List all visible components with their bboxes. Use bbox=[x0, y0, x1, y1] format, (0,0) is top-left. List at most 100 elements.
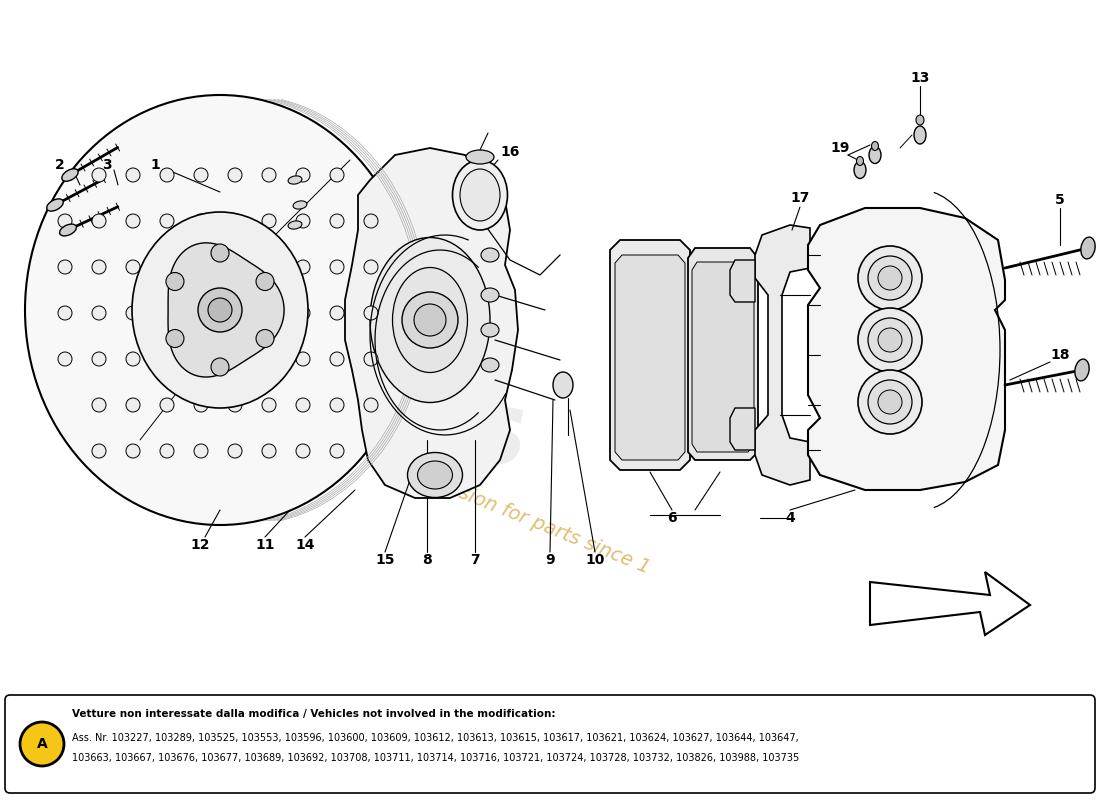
Ellipse shape bbox=[59, 224, 76, 236]
Circle shape bbox=[296, 260, 310, 274]
Circle shape bbox=[330, 260, 344, 274]
Circle shape bbox=[364, 306, 378, 320]
Circle shape bbox=[228, 168, 242, 182]
Text: Vetture non interessate dalla modifica / Vehicles not involved in the modificati: Vetture non interessate dalla modifica /… bbox=[72, 709, 556, 719]
Circle shape bbox=[194, 444, 208, 458]
Ellipse shape bbox=[407, 453, 462, 498]
Ellipse shape bbox=[1075, 359, 1089, 381]
Circle shape bbox=[194, 168, 208, 182]
Text: Ass. Nr. 103227, 103289, 103525, 103553, 103596, 103600, 103609, 103612, 103613,: Ass. Nr. 103227, 103289, 103525, 103553,… bbox=[72, 733, 799, 743]
Ellipse shape bbox=[25, 95, 415, 525]
Circle shape bbox=[211, 358, 229, 376]
Circle shape bbox=[160, 168, 174, 182]
Circle shape bbox=[211, 244, 229, 262]
Ellipse shape bbox=[854, 162, 866, 178]
Ellipse shape bbox=[466, 150, 494, 164]
Circle shape bbox=[126, 398, 140, 412]
Circle shape bbox=[296, 306, 310, 320]
Circle shape bbox=[262, 444, 276, 458]
Polygon shape bbox=[755, 225, 810, 485]
Ellipse shape bbox=[132, 212, 308, 408]
Circle shape bbox=[296, 214, 310, 228]
Circle shape bbox=[92, 398, 106, 412]
Text: 103663, 103667, 103676, 103677, 103689, 103692, 103708, 103711, 103714, 103716, : 103663, 103667, 103676, 103677, 103689, … bbox=[72, 753, 800, 763]
Polygon shape bbox=[730, 408, 755, 450]
Ellipse shape bbox=[288, 221, 301, 229]
Circle shape bbox=[296, 168, 310, 182]
Circle shape bbox=[262, 214, 276, 228]
FancyBboxPatch shape bbox=[6, 695, 1094, 793]
Circle shape bbox=[330, 168, 344, 182]
Text: A: A bbox=[36, 737, 47, 751]
Text: 6: 6 bbox=[668, 511, 676, 525]
Ellipse shape bbox=[916, 115, 924, 125]
Ellipse shape bbox=[871, 142, 879, 150]
Circle shape bbox=[330, 352, 344, 366]
Circle shape bbox=[126, 306, 140, 320]
Ellipse shape bbox=[293, 201, 307, 209]
Circle shape bbox=[262, 168, 276, 182]
Circle shape bbox=[858, 246, 922, 310]
Ellipse shape bbox=[62, 169, 78, 182]
Circle shape bbox=[198, 288, 242, 332]
Circle shape bbox=[58, 352, 72, 366]
Text: 19: 19 bbox=[830, 141, 849, 155]
Ellipse shape bbox=[553, 372, 573, 398]
Circle shape bbox=[92, 168, 106, 182]
Circle shape bbox=[868, 318, 912, 362]
Text: 2: 2 bbox=[55, 158, 65, 172]
Circle shape bbox=[160, 214, 174, 228]
Text: 13: 13 bbox=[911, 71, 930, 85]
Ellipse shape bbox=[857, 157, 864, 166]
Ellipse shape bbox=[1081, 237, 1096, 259]
Polygon shape bbox=[610, 240, 690, 470]
Text: 7: 7 bbox=[470, 553, 480, 567]
Text: 12: 12 bbox=[190, 538, 210, 552]
Text: 5: 5 bbox=[1055, 193, 1065, 207]
Ellipse shape bbox=[481, 288, 499, 302]
Circle shape bbox=[330, 214, 344, 228]
Circle shape bbox=[228, 398, 242, 412]
Polygon shape bbox=[688, 248, 758, 460]
Circle shape bbox=[330, 306, 344, 320]
Circle shape bbox=[20, 722, 64, 766]
Circle shape bbox=[878, 328, 902, 352]
Circle shape bbox=[92, 352, 106, 366]
Circle shape bbox=[868, 256, 912, 300]
Circle shape bbox=[364, 398, 378, 412]
Text: 1: 1 bbox=[150, 158, 160, 172]
Ellipse shape bbox=[869, 146, 881, 163]
Ellipse shape bbox=[452, 160, 507, 230]
Circle shape bbox=[208, 298, 232, 322]
Circle shape bbox=[330, 444, 344, 458]
Circle shape bbox=[262, 398, 276, 412]
Circle shape bbox=[228, 214, 242, 228]
Circle shape bbox=[878, 390, 902, 414]
Circle shape bbox=[58, 306, 72, 320]
Circle shape bbox=[194, 214, 208, 228]
Text: 4: 4 bbox=[785, 511, 795, 525]
Text: 15: 15 bbox=[375, 553, 395, 567]
Circle shape bbox=[256, 330, 274, 347]
Text: 3: 3 bbox=[102, 158, 112, 172]
Circle shape bbox=[166, 330, 184, 347]
Circle shape bbox=[160, 444, 174, 458]
Polygon shape bbox=[730, 260, 755, 302]
Circle shape bbox=[126, 214, 140, 228]
Circle shape bbox=[858, 370, 922, 434]
Ellipse shape bbox=[481, 358, 499, 372]
Circle shape bbox=[364, 352, 378, 366]
Circle shape bbox=[160, 398, 174, 412]
Circle shape bbox=[402, 292, 458, 348]
Ellipse shape bbox=[481, 248, 499, 262]
Text: 16: 16 bbox=[500, 145, 519, 159]
Polygon shape bbox=[870, 572, 1030, 635]
Text: 14: 14 bbox=[295, 538, 315, 552]
Circle shape bbox=[868, 380, 912, 424]
Circle shape bbox=[414, 304, 446, 336]
Text: 18: 18 bbox=[1050, 348, 1069, 362]
Circle shape bbox=[296, 352, 310, 366]
Circle shape bbox=[126, 352, 140, 366]
Circle shape bbox=[364, 214, 378, 228]
Circle shape bbox=[92, 444, 106, 458]
